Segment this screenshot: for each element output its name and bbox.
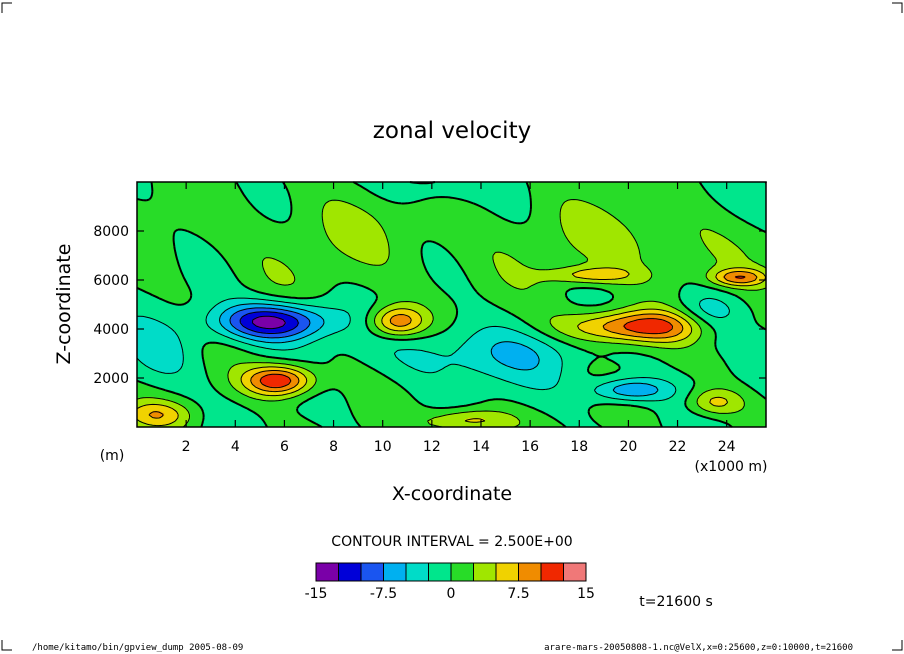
- x-tick-label: 18: [570, 439, 588, 455]
- x-tick-label: 8: [329, 439, 338, 455]
- footer-right-source: arare-mars-20050808-1.nc@VelX,x=0:25600,…: [544, 643, 853, 653]
- contour-interval-label: CONTOUR INTERVAL = 2.500E+00: [331, 534, 572, 550]
- colorbar-swatch: [315, 562, 339, 582]
- colorbar-swatch: [428, 562, 452, 582]
- colorbar-swatch: [338, 562, 362, 582]
- x-tick-label: 10: [374, 439, 392, 455]
- contour-line: [136, 181, 767, 428]
- x-tick-label: 6: [280, 439, 289, 455]
- velocity-field: [137, 182, 766, 427]
- contour-line: [229, 307, 311, 339]
- colorbar-tick-label: -15: [305, 586, 328, 602]
- x-tick-label: 16: [521, 439, 539, 455]
- x-tick-label: 4: [231, 439, 240, 455]
- colorbar-tick-label: 0: [447, 586, 456, 602]
- crop-mark-bottom-left: [1, 640, 12, 651]
- chart-title: zonal velocity: [373, 118, 531, 144]
- x-tick-label: 14: [472, 439, 490, 455]
- x-axis-unit: (x1000 m): [695, 459, 768, 475]
- y-tick-label: 8000: [93, 224, 129, 240]
- colorbar-swatch: [473, 562, 497, 582]
- contour-line: [239, 311, 299, 334]
- x-tick-label: 20: [619, 439, 637, 455]
- x-tick-label: 12: [423, 439, 441, 455]
- colorbar-swatch: [383, 562, 407, 582]
- colorbar-swatch: [563, 562, 587, 582]
- time-annotation: t=21600 s: [639, 594, 713, 610]
- colorbar-swatch: [495, 562, 519, 582]
- y-axis-label: Z-coordinate: [53, 244, 75, 365]
- contour-lines: [136, 181, 767, 428]
- colorbar-swatch: [405, 562, 429, 582]
- y-axis-ticks: 2000 4000 6000 8000: [93, 224, 766, 387]
- contour-line: [136, 297, 730, 402]
- x-tick-label: 22: [669, 439, 687, 455]
- contour-line: [251, 315, 286, 330]
- y-axis-unit: (m): [100, 448, 125, 464]
- y-tick-label: 2000: [93, 371, 129, 387]
- colorbar-tick-label: 7.5: [507, 586, 529, 602]
- x-axis-ticks: 2 4 6 8 10 12 14 16 18 20 22 24: [182, 182, 736, 455]
- crop-mark-top-right: [892, 2, 903, 13]
- contour-line: [259, 275, 746, 389]
- x-axis-label: X-coordinate: [392, 483, 512, 505]
- x-tick-label: 2: [182, 439, 191, 455]
- colorbar-swatch: [518, 562, 542, 582]
- contour-line: [148, 271, 758, 419]
- x-tick-label: 24: [718, 439, 736, 455]
- contour-line: [219, 303, 659, 397]
- y-tick-label: 6000: [93, 273, 129, 289]
- colorbar-swatch: [450, 562, 474, 582]
- contour-line: [136, 199, 767, 428]
- colorbar-swatch: [540, 562, 564, 582]
- y-tick-label: 4000: [93, 322, 129, 338]
- colorbar-tick-label: 15: [577, 586, 595, 602]
- crop-mark-top-left: [1, 2, 12, 13]
- colorbar: [315, 562, 587, 582]
- colorbar-tick-label: -7.5: [370, 586, 397, 602]
- crop-mark-bottom-right: [892, 640, 903, 651]
- footer-left-path: /home/kitamo/bin/gpview_dump 2005-08-09: [32, 643, 243, 653]
- colorbar-tick-labels: -15 -7.5 0 7.5 15: [305, 586, 595, 602]
- plot-frame: [136, 181, 767, 428]
- colorbar-swatch: [360, 562, 384, 582]
